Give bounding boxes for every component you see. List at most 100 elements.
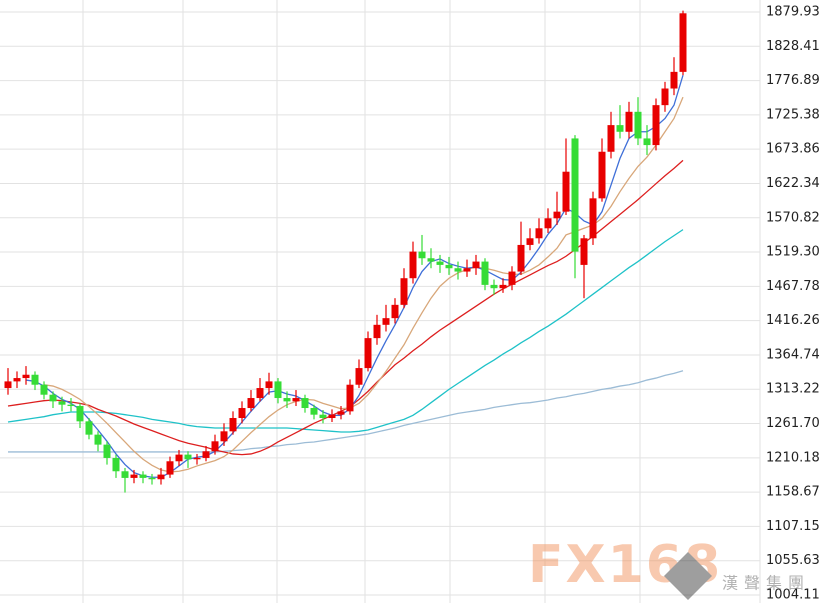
y-tick-label: 1313.22 (766, 382, 820, 397)
candle-body (481, 261, 489, 285)
candle-body (328, 414, 336, 419)
watermark-brand: FX168 (528, 535, 722, 595)
candle-body (211, 441, 219, 452)
y-tick-label: 1828.41 (766, 39, 820, 54)
candle-body (679, 13, 687, 72)
candle-body (490, 284, 498, 289)
candle-body (220, 431, 228, 442)
y-tick-label: 1364.74 (766, 347, 820, 362)
moving-average-line (7, 159, 684, 456)
vertical-grid (82, 0, 761, 603)
candle-body (148, 477, 156, 480)
candle-body (337, 411, 345, 415)
candle-body (310, 408, 318, 415)
candle-body (193, 457, 201, 460)
candle-body (67, 404, 75, 407)
candle-body (535, 228, 543, 239)
candle-body (445, 264, 453, 269)
candle-body (553, 211, 561, 219)
candle-body (49, 394, 57, 402)
candle-body (364, 338, 372, 369)
candle-body (94, 434, 102, 445)
candle-body (373, 324, 381, 339)
moving-average-line (43, 96, 684, 473)
candle-body (418, 251, 426, 259)
candle-body (652, 105, 660, 146)
moving-averages (7, 75, 684, 478)
candle-body (247, 398, 255, 409)
y-tick-label: 1467.78 (766, 279, 820, 294)
moving-average-line (8, 370, 684, 453)
watermark-company: 漢聲集團 (722, 574, 810, 593)
candle-body (508, 271, 516, 285)
candle-body (436, 261, 444, 265)
y-tick-label: 1725.38 (766, 107, 820, 122)
candle-body (616, 125, 624, 132)
candle-body (283, 398, 291, 402)
candle-body (166, 461, 174, 475)
candle-body (607, 125, 615, 152)
candle-body (139, 474, 147, 478)
candle-body (184, 454, 192, 460)
candle-body (499, 284, 507, 289)
candle-body (526, 238, 534, 245)
candle-body (85, 421, 93, 435)
candle-body (292, 398, 300, 402)
y-tick-label: 1055.63 (766, 553, 820, 568)
candle-body (571, 138, 579, 252)
candle-body (634, 111, 642, 139)
candle-body (76, 406, 84, 422)
candle-body (562, 171, 570, 212)
candle-body (670, 71, 678, 89)
candle-body (40, 384, 48, 395)
candle-body (589, 198, 597, 239)
candle-body (274, 381, 282, 399)
candle-body (22, 374, 30, 379)
horizontal-grid (0, 11, 760, 596)
moving-average-line (7, 229, 684, 433)
y-tick-label: 1570.82 (766, 210, 820, 225)
candle-body (454, 268, 462, 272)
candle-body (175, 454, 183, 462)
candle-body (580, 238, 588, 265)
y-tick-label: 1776.89 (766, 73, 820, 88)
candle-body (202, 451, 210, 458)
candle-body (463, 268, 471, 272)
candle-body (643, 138, 651, 146)
candle-body (229, 418, 237, 432)
candle-body (427, 258, 435, 262)
candle-body (355, 368, 363, 385)
candle-body (58, 401, 66, 405)
candle-body (472, 261, 480, 269)
candle-body (409, 251, 417, 279)
candle-body (157, 474, 165, 480)
y-tick-label: 1673.86 (766, 142, 820, 157)
y-tick-label: 1519.30 (766, 245, 820, 260)
candle-body (31, 374, 39, 385)
y-tick-label: 1158.67 (766, 485, 820, 500)
y-tick-label: 1261.70 (766, 416, 820, 431)
candle-body (598, 151, 606, 199)
candle-body (346, 384, 354, 412)
candle-body (544, 218, 552, 229)
candle-body (319, 414, 327, 419)
candle-body (661, 88, 669, 106)
candle-body (238, 408, 246, 419)
y-tick-label: 1622.34 (766, 176, 820, 191)
candle-body (112, 457, 120, 472)
candle-body (103, 444, 111, 458)
watermark: FX168 漢聲集團 (528, 535, 810, 600)
candle-body (130, 474, 138, 478)
candle-body (391, 304, 399, 319)
watermark-logo (664, 552, 712, 600)
y-tick-label: 1210.18 (766, 450, 820, 465)
candle-body (265, 381, 273, 389)
candle-body (301, 398, 309, 409)
y-tick-label: 1004.11 (766, 587, 820, 602)
y-axis-labels: 1004.11 1055.63 1107.15 1158.67 1210.18 1261.… (766, 5, 820, 603)
candle-body (625, 111, 633, 132)
candle-body (400, 278, 408, 305)
candle-body (121, 471, 129, 478)
candle-body (256, 388, 264, 399)
